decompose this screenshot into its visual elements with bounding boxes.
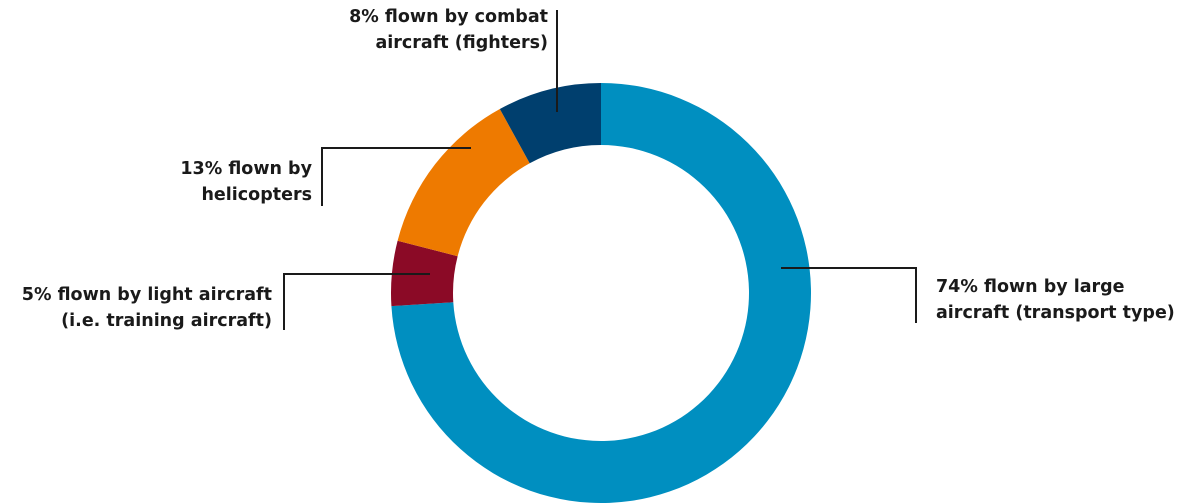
- donut-slices: [391, 83, 811, 503]
- donut-slice-2: [397, 108, 530, 257]
- slice-label-3-line-0: 8% flown by combat: [349, 7, 548, 27]
- slice-label-2-line-1: helicopters: [201, 185, 312, 205]
- slice-label-3-line-1: aircraft (fighters): [375, 33, 548, 53]
- slice-label-1-line-0: 5% flown by light aircraft: [22, 285, 272, 305]
- slice-label-0-line-0: 74% flown by large: [936, 277, 1125, 297]
- slice-label-0-line-1: aircraft (transport type): [936, 303, 1175, 323]
- leader-line-0: [781, 267, 917, 323]
- slice-label-1-line-1: (i.e. training aircraft): [61, 311, 272, 331]
- slice-label-0: 74% flown by large aircraft (transport ty…: [936, 277, 1175, 323]
- slice-label-3: 8% flown by combat aircraft (fighters): [349, 7, 548, 53]
- leader-line-2: [321, 147, 471, 206]
- slice-labels: 74% flown by large aircraft (transport ty…: [22, 7, 1175, 331]
- leader-line-1: [283, 273, 430, 330]
- donut-slice-3: [499, 83, 601, 164]
- donut-slice-0: [391, 83, 811, 503]
- slice-label-2-line-0: 13% flown by: [180, 159, 312, 179]
- slice-label-2: 13% flown by helicopters: [180, 159, 312, 205]
- leader-lines: [283, 10, 917, 330]
- slice-label-1: 5% flown by light aircraft (i.e. training…: [22, 285, 272, 331]
